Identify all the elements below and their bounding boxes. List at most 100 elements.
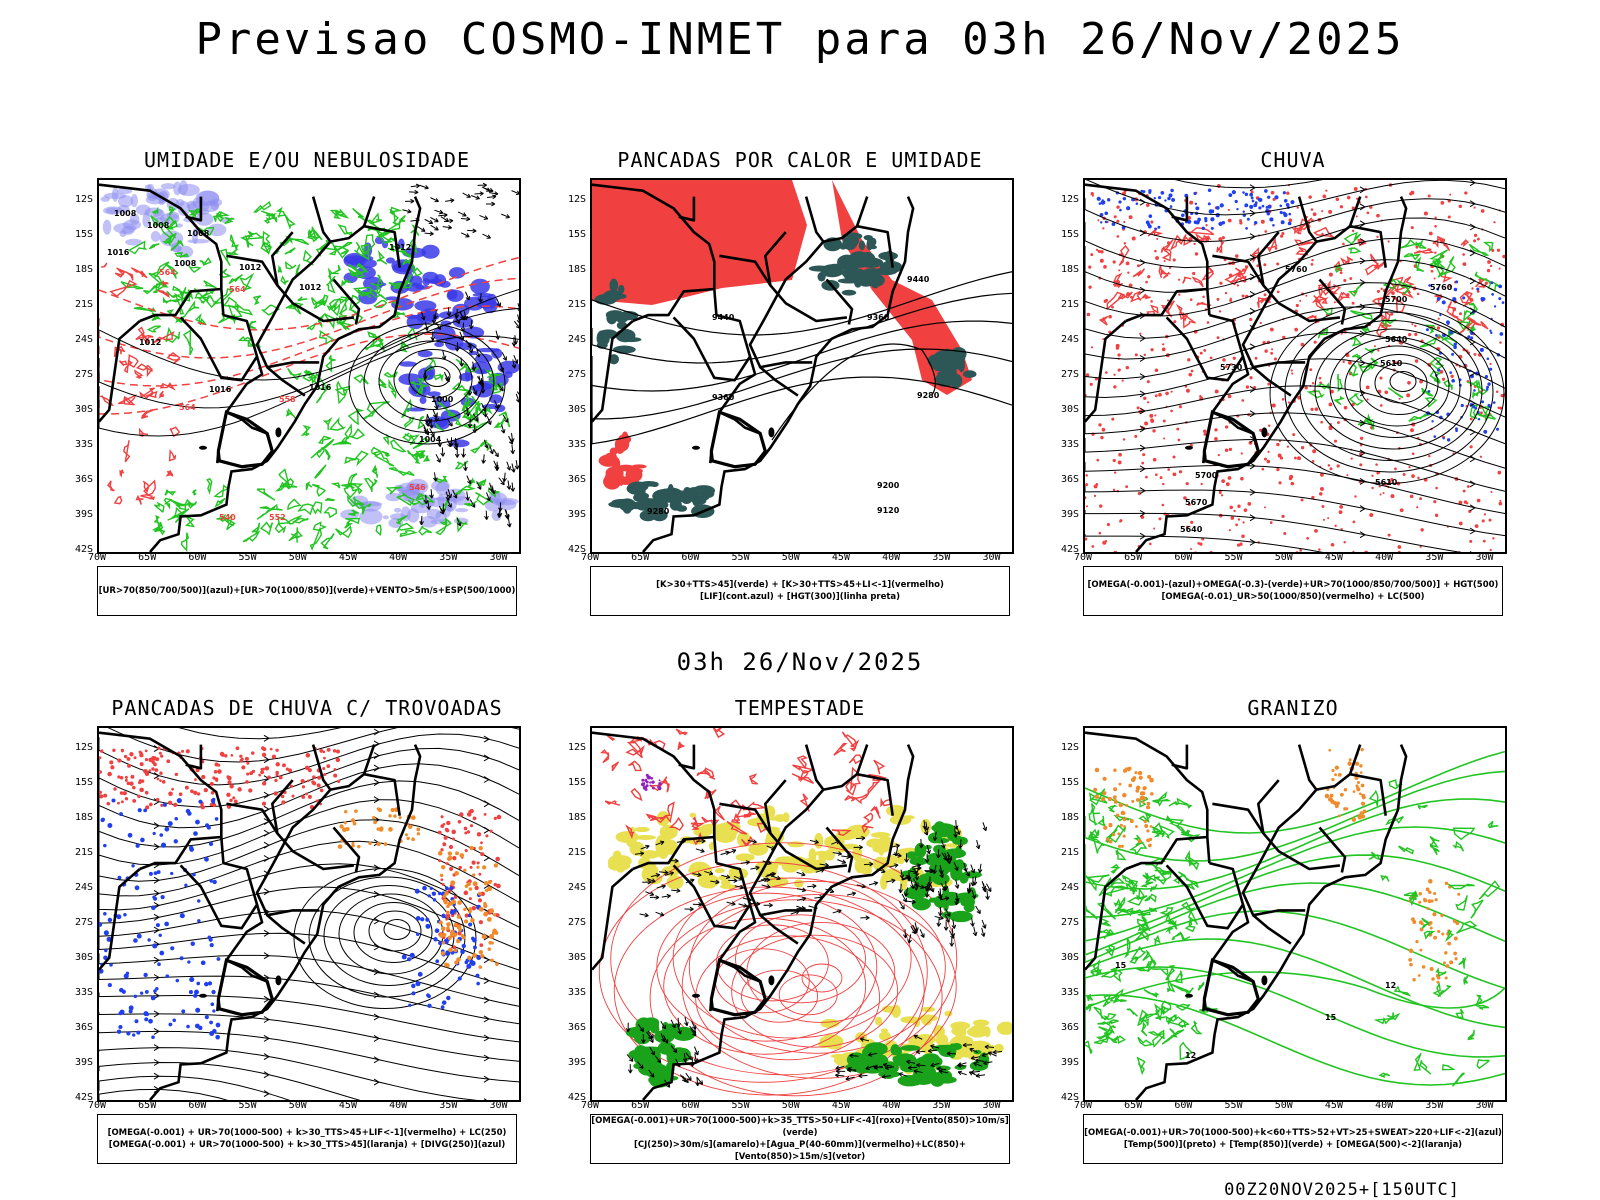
map-panel: 1008 1008 1008 1012 1012 1016 1016 1008 1012 1016…: [97, 178, 521, 554]
lat-tick-label: 21S: [74, 847, 93, 858]
field-layer: 15 12 15 12: [1085, 747, 1505, 1087]
lat-tick-label: 30S: [74, 404, 93, 415]
contour-label: 9280: [647, 507, 670, 516]
lon-tick-label: 50W: [288, 1100, 307, 1111]
lon-tick-label: 70W: [87, 552, 107, 563]
lat-tick-label: 21S: [567, 299, 586, 310]
lat-tick-label: 15S: [1060, 777, 1079, 788]
field-layer: 5760 5760 5700 5640 5610 5730 5700 5670 5640 5610: [1085, 180, 1505, 552]
lon-tick-label: 40W: [882, 1100, 901, 1111]
lat-tick-label: 36S: [1060, 1022, 1079, 1033]
contour-label: 5730: [1220, 363, 1243, 372]
lat-tick-label: 27S: [1060, 917, 1079, 928]
geography-layer: [592, 731, 915, 1100]
lon-tick-label: 50W: [1274, 552, 1293, 563]
lon-tick-label: 65W: [138, 1100, 157, 1111]
lat-tick-label: 15S: [567, 777, 586, 788]
lat-tick-label: 42S: [567, 1092, 586, 1103]
lat-tick-label: 15S: [74, 229, 93, 240]
lat-tick-label: 24S: [74, 882, 93, 893]
main-title: Previsao COSMO-INMET para 03h 26/Nov/202…: [195, 14, 1405, 65]
contour-label: 558: [279, 395, 296, 404]
panel-legend: [OMEGA(-0.001)+UR>70(1000-500)+k<60+TTS>…: [1083, 1114, 1503, 1164]
lat-tick-label: 42S: [1060, 1092, 1079, 1103]
contour-label: 5610: [1380, 359, 1403, 368]
lon-tick-label: 30W: [982, 1100, 1001, 1111]
lon-tick-label: 70W: [1073, 1100, 1093, 1111]
lon-tick-label: 50W: [781, 1100, 800, 1111]
geography-layer: [1085, 731, 1408, 1100]
contour-label: 1008: [147, 221, 170, 230]
map-canvas: 5760 5760 5700 5640 5610 5730 5700 5670 5640 5610: [1085, 180, 1505, 552]
lon-tick-label: 60W: [681, 1100, 700, 1111]
contour-label: 9280: [917, 391, 940, 400]
lat-tick-label: 42S: [74, 544, 93, 555]
map-canvas: [592, 728, 1012, 1100]
lon-tick-label: 45W: [831, 552, 850, 563]
contour-label: 12: [1185, 1051, 1196, 1060]
lat-tick-label: 30S: [74, 952, 93, 963]
lat-tick-label: 36S: [567, 1022, 586, 1033]
lon-tick-label: 70W: [87, 1100, 107, 1111]
field-layer: 1008 1008 1008 1012 1012 1016 1016 1008 1012 1016…: [99, 180, 519, 552]
lat-tick-label: 12S: [567, 742, 586, 753]
contour-label: 9360: [867, 313, 890, 322]
lat-tick-label: 21S: [567, 847, 586, 858]
contour-label: 1008: [187, 229, 210, 238]
lat-tick-label: 15S: [567, 229, 586, 240]
contour-label: 546: [409, 483, 426, 492]
contour-label: 1012: [299, 283, 321, 292]
lat-tick-label: 12S: [567, 194, 586, 205]
lon-tick-label: 50W: [781, 552, 800, 563]
lon-tick-label: 45W: [1324, 552, 1343, 563]
lat-tick-label: 18S: [74, 264, 93, 275]
contour-label: 5700: [1195, 471, 1218, 480]
lat-tick-label: 42S: [567, 544, 586, 555]
geography-layer: [99, 731, 422, 1100]
lat-tick-label: 27S: [74, 917, 93, 928]
lat-tick-label: 33S: [567, 987, 586, 998]
lat-tick-label: 18S: [567, 812, 586, 823]
lon-tick-label: 45W: [338, 1100, 357, 1111]
contour-label: 5640: [1385, 335, 1408, 344]
contour-label: 9360: [712, 393, 735, 402]
lat-tick-label: 30S: [1060, 952, 1079, 963]
lat-tick-label: 39S: [1060, 1057, 1079, 1068]
lat-tick-label: 36S: [74, 1022, 93, 1033]
lat-tick-label: 33S: [1060, 987, 1079, 998]
contour-label: 1012: [239, 263, 261, 272]
lon-tick-label: 50W: [1274, 1100, 1293, 1111]
lat-tick-label: 15S: [74, 777, 93, 788]
panel-legend: [OMEGA(-0.001)-(azul)+OMEGA(-0.3)-(verde…: [1083, 566, 1503, 616]
lon-tick-label: 65W: [631, 1100, 650, 1111]
panel-title: TEMPESTADE: [734, 696, 866, 720]
contour-label: 15: [1325, 1013, 1337, 1022]
contour-label: 5610: [1375, 478, 1398, 487]
lat-tick-label: 21S: [1060, 847, 1079, 858]
legend-line: [OMEGA(-0.001) + UR>70(1000-500) + k>30_…: [108, 1140, 506, 1150]
contour-label: 1016: [309, 383, 332, 392]
contour-label: 564: [179, 403, 196, 412]
lat-tick-label: 18S: [74, 812, 93, 823]
lat-tick-label: 27S: [567, 917, 586, 928]
map-canvas: 1008 1008 1008 1012 1012 1016 1016 1008 1012 1016…: [99, 180, 519, 552]
forecast-time-subtitle: 03h 26/Nov/2025: [676, 648, 924, 676]
contour-label: 1012: [389, 243, 411, 252]
lon-tick-label: 60W: [1174, 1100, 1193, 1111]
lat-tick-label: 30S: [567, 952, 586, 963]
lat-tick-label: 24S: [1060, 882, 1079, 893]
lat-tick-label: 12S: [74, 194, 93, 205]
lat-tick-label: 33S: [74, 439, 93, 450]
lat-tick-label: 12S: [1060, 194, 1079, 205]
lat-tick-label: 24S: [567, 334, 586, 345]
panel-legend: [OMEGA(-0.001)+UR>70(1000-500)+k>35_TTS>…: [590, 1114, 1010, 1164]
map-canvas: [99, 728, 519, 1100]
contour-label: 1000: [431, 395, 454, 404]
legend-line: [OMEGA(-0.01)_UR>50(1000/850)(vermelho) …: [1161, 592, 1425, 602]
lat-tick-label: 12S: [74, 742, 93, 753]
lat-tick-label: 42S: [74, 1092, 93, 1103]
lon-tick-label: 65W: [631, 552, 650, 563]
map-panel: 9440 9440 9360 9360 9280 9200 9120 9280: [590, 178, 1014, 554]
panel-legend: [OMEGA(-0.001) + UR>70(1000-500) + k>30_…: [97, 1114, 517, 1164]
